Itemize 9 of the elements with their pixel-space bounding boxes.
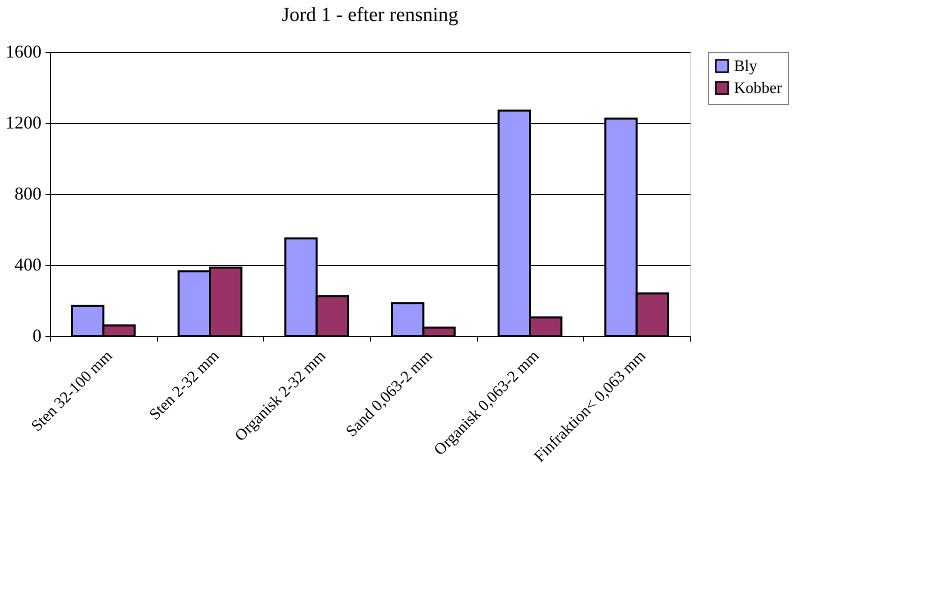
legend-label: Bly	[734, 58, 758, 75]
y-tick-label: 1200	[6, 112, 42, 132]
legend-label: Kobber	[734, 80, 783, 97]
y-tick-label: 400	[14, 254, 42, 274]
x-tick-label: Sten 2-32 mm	[146, 347, 223, 424]
chart-title: Jord 1 - efter rensning	[282, 4, 458, 26]
y-tick-label: 800	[14, 184, 42, 204]
y-tick-label: 0	[32, 326, 42, 346]
y-tick-label: 1600	[6, 42, 42, 62]
